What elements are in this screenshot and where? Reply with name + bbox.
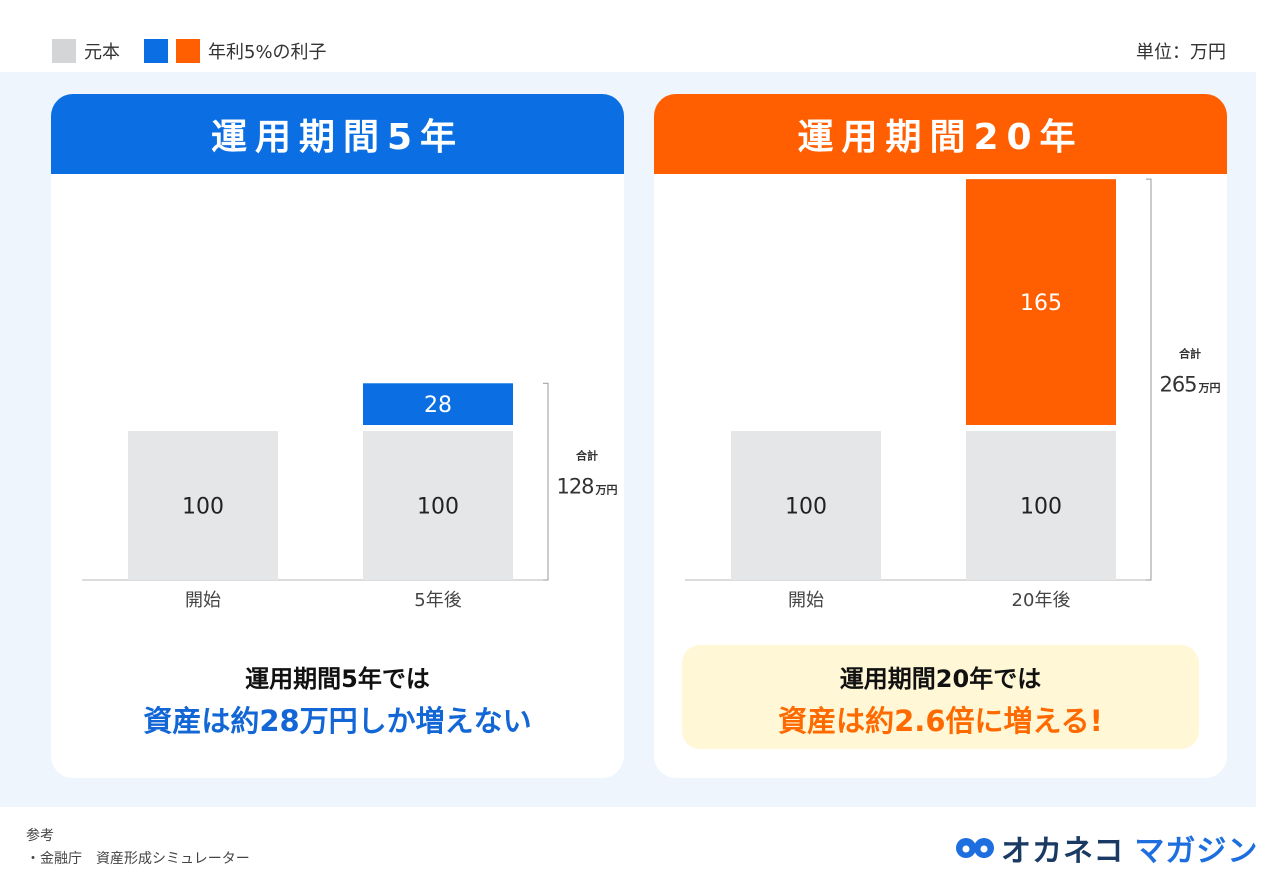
panel-5-years: 運用期間5年 100 開始 100 5年後 28 合計 128 万円 運用期間5年では 資産は… [51, 94, 624, 778]
legend-interest-swatch-blue [144, 39, 168, 63]
panel-20-years: 運用期間20年 100 開始 100 20年後 165 合計 265 万円 運用期間20年では… [654, 94, 1227, 778]
bar-principal [363, 431, 513, 580]
message-line-2: 資産は約2.6倍に増える! [778, 704, 1103, 738]
legend-interest-swatch-orange [176, 39, 200, 63]
bar-interest [966, 179, 1116, 425]
reference: 参考 ・金融庁 資産形成シミュレーター [26, 825, 250, 871]
message-line-1: 運用期間20年では [839, 665, 1042, 693]
bar-chart-5-years: 100 開始 100 5年後 28 合計 128 万円 [82, 382, 618, 611]
total-bracket [543, 382, 549, 581]
message-line-2: 資産は約28万円しか増えない [143, 704, 532, 738]
unit-label: 単位：万円 [1136, 42, 1226, 63]
x-tick-label: 5年後 [414, 590, 461, 611]
data-label-principal: 100 [785, 495, 827, 520]
data-label-principal: 100 [417, 495, 459, 520]
cat-face-icon [956, 838, 994, 858]
legend-principal-swatch [52, 39, 76, 63]
x-tick-label: 20年後 [1012, 590, 1071, 611]
panel-title: 運用期間20年 [654, 94, 1227, 174]
legend: 元本 年利5%の利子 [52, 38, 327, 64]
brand-logo: オカネコ マガジン [955, 826, 1258, 870]
reference-heading: 参考 [26, 828, 54, 844]
data-label-interest: 28 [424, 393, 452, 418]
bar-interest [363, 383, 513, 425]
message-line-1: 運用期間5年では [245, 665, 430, 693]
total-bracket [1146, 178, 1152, 581]
x-tick-label: 開始 [788, 590, 824, 611]
total-value: 265 万円 [1159, 373, 1220, 397]
total-caption: 合計 [576, 449, 598, 463]
message-box: 運用期間5年では 資産は約28万円しか増えない [79, 645, 596, 749]
bar-principal [128, 431, 278, 580]
bar-chart-20-years: 100 開始 100 20年後 165 合計 265 万円 [685, 178, 1221, 611]
bar-principal [966, 431, 1116, 580]
data-label-principal: 100 [182, 495, 224, 520]
bar-principal [731, 431, 881, 580]
panel-title: 運用期間5年 [51, 94, 624, 174]
message-box: 運用期間20年では 資産は約2.6倍に増える! [682, 645, 1199, 749]
total-caption: 合計 [1179, 347, 1201, 361]
data-label-principal: 100 [1020, 495, 1062, 520]
x-tick-label: 開始 [185, 590, 221, 611]
data-label-interest: 165 [1020, 291, 1062, 316]
logo-text-okaneko: オカネコ [1001, 834, 1125, 869]
logo-text-magazine: マガジン [1134, 834, 1259, 869]
legend-interest-label: 年利5%の利子 [208, 42, 327, 63]
total-value: 128 万円 [556, 475, 617, 499]
reference-item: ・金融庁 資産形成シミュレーター [26, 851, 250, 867]
legend-principal-label: 元本 [84, 42, 120, 63]
